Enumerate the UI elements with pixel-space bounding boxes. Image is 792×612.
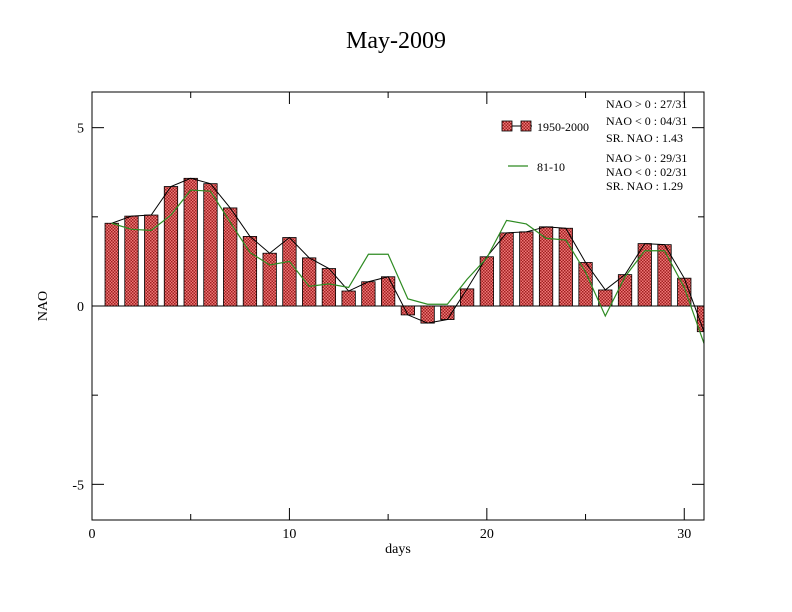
bar-day-11 [302, 257, 317, 307]
bar-day-6 [203, 183, 218, 307]
plot-area [92, 177, 704, 344]
bar-day-14 [361, 281, 376, 307]
y-tick-label--5: -5 [72, 478, 84, 493]
x-tick-label-10: 10 [282, 527, 296, 542]
series-line-81-10 [111, 189, 704, 344]
y-tick-label-5: 5 [77, 122, 84, 137]
bar-day-8 [242, 236, 258, 307]
stats-8110-line-1: NAO > 0 : 29/31 [606, 151, 687, 165]
y-tick-label-0: 0 [77, 300, 84, 315]
bar-day-29 [657, 244, 672, 307]
chart-title: May-2009 [346, 28, 446, 54]
bar-day-17 [420, 305, 435, 324]
bar-day-9 [262, 252, 277, 307]
stats-1950-line-2: NAO < 0 : 04/31 [606, 114, 687, 128]
bar-day-15 [381, 276, 396, 307]
stats-8110-line-2: NAO < 0 : 02/31 [606, 165, 687, 179]
bar-day-22 [519, 231, 534, 307]
bar-day-21 [499, 232, 514, 307]
bar-day-10 [282, 237, 297, 307]
x-tick-label-30: 30 [677, 527, 691, 542]
bar-day-5 [183, 177, 198, 307]
stats-1950-line-1: NAO > 0 : 27/31 [606, 97, 687, 111]
bar-day-26 [598, 289, 613, 307]
bar-day-13 [341, 290, 356, 307]
stats-1950-line-3: SR. NAO : 1.43 [606, 131, 683, 145]
legend-label-81-10: 81-10 [537, 160, 565, 174]
series-line-1950-2000 [111, 177, 704, 332]
legend-label-1950-2000: 1950-2000 [537, 120, 589, 134]
x-tick-label-20: 20 [480, 527, 494, 542]
bar-day-19 [459, 288, 475, 307]
bar-day-4 [163, 186, 179, 307]
bar-day-28 [637, 243, 652, 307]
bar-day-3 [144, 214, 159, 307]
bar-day-1 [104, 222, 119, 307]
x-axis-label: days [385, 542, 411, 557]
legend-swatch-1950-2000-b [520, 120, 532, 132]
bar-day-27 [617, 274, 633, 307]
x-tick-label-0: 0 [89, 527, 96, 542]
stats-8110-line-3: SR. NAO : 1.29 [606, 179, 683, 193]
bar-day-16 [400, 305, 415, 316]
legend-swatch-1950-2000-a [501, 120, 513, 132]
